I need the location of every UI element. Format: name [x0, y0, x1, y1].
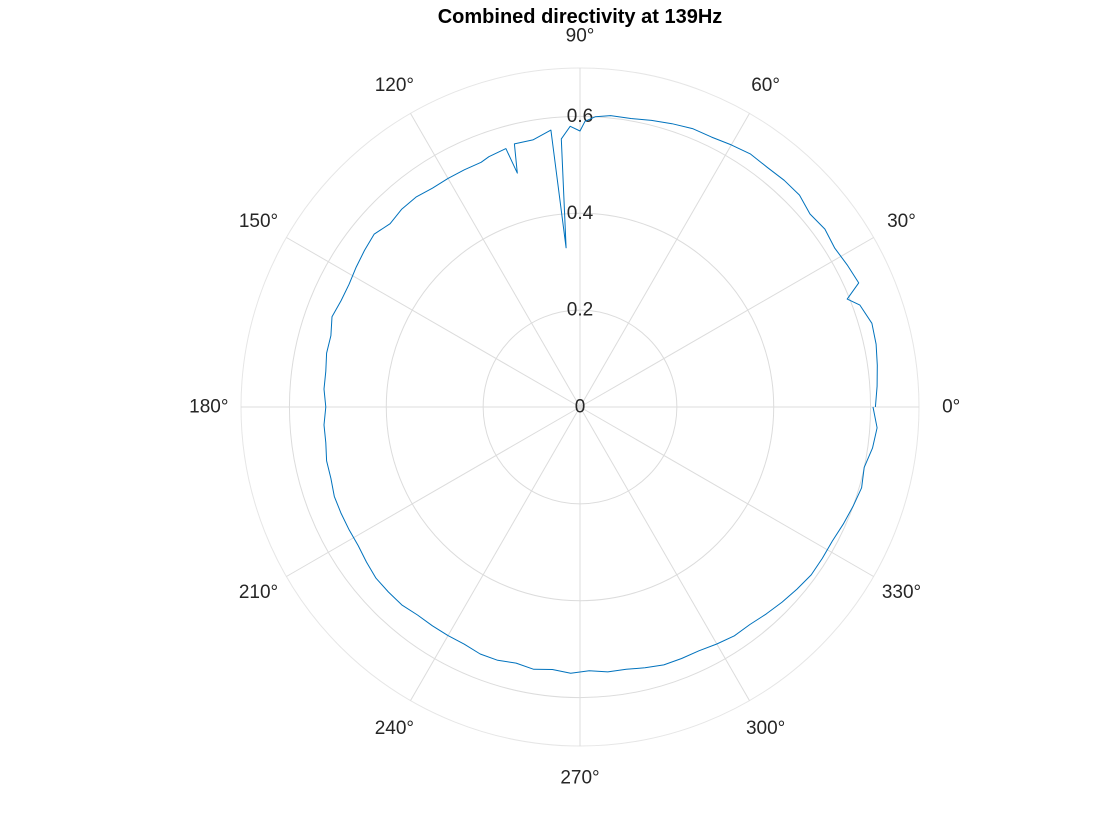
- theta-grid-spoke: [579, 406, 874, 577]
- theta-tick-label: 180°: [189, 397, 228, 418]
- series-layer: [323, 115, 878, 674]
- theta-grid-spoke: [410, 113, 581, 408]
- theta-tick-label: 240°: [375, 718, 414, 739]
- theta-tick-label: 90°: [566, 25, 595, 46]
- theta-grid-spoke: [579, 113, 750, 408]
- r-tick-label: 0.2: [567, 300, 593, 321]
- theta-tick-label: 210°: [239, 582, 278, 603]
- theta-grid-spoke: [579, 406, 750, 701]
- polar-grid: [240, 67, 920, 747]
- r-tick-label: 0: [575, 397, 586, 418]
- r-tick-label: 0.6: [567, 106, 593, 127]
- theta-tick-label: 150°: [239, 211, 278, 232]
- theta-tick-label: 270°: [560, 768, 599, 789]
- theta-grid-spoke: [410, 406, 581, 701]
- r-tick-labels: 0 0.2 0.4 0.6: [567, 106, 594, 418]
- theta-grid-spoke: [286, 406, 581, 577]
- r-tick-label: 0.4: [567, 203, 594, 224]
- chart-title: Combined directivity at 139Hz: [438, 6, 723, 28]
- theta-tick-label: 300°: [746, 718, 785, 739]
- theta-tick-label: 330°: [882, 582, 921, 603]
- theta-tick-labels: 0° 30° 60° 90° 120° 150° 180° 210° 240° 270° 300° 3…: [189, 25, 960, 788]
- theta-tick-label: 60°: [751, 75, 780, 96]
- theta-grid-spoke: [286, 237, 581, 408]
- theta-tick-label: 30°: [887, 211, 916, 232]
- theta-tick-label: 120°: [375, 75, 414, 96]
- theta-tick-label: 0°: [942, 397, 960, 418]
- theta-grid-spoke: [579, 237, 874, 408]
- directivity-series-line: [323, 115, 878, 674]
